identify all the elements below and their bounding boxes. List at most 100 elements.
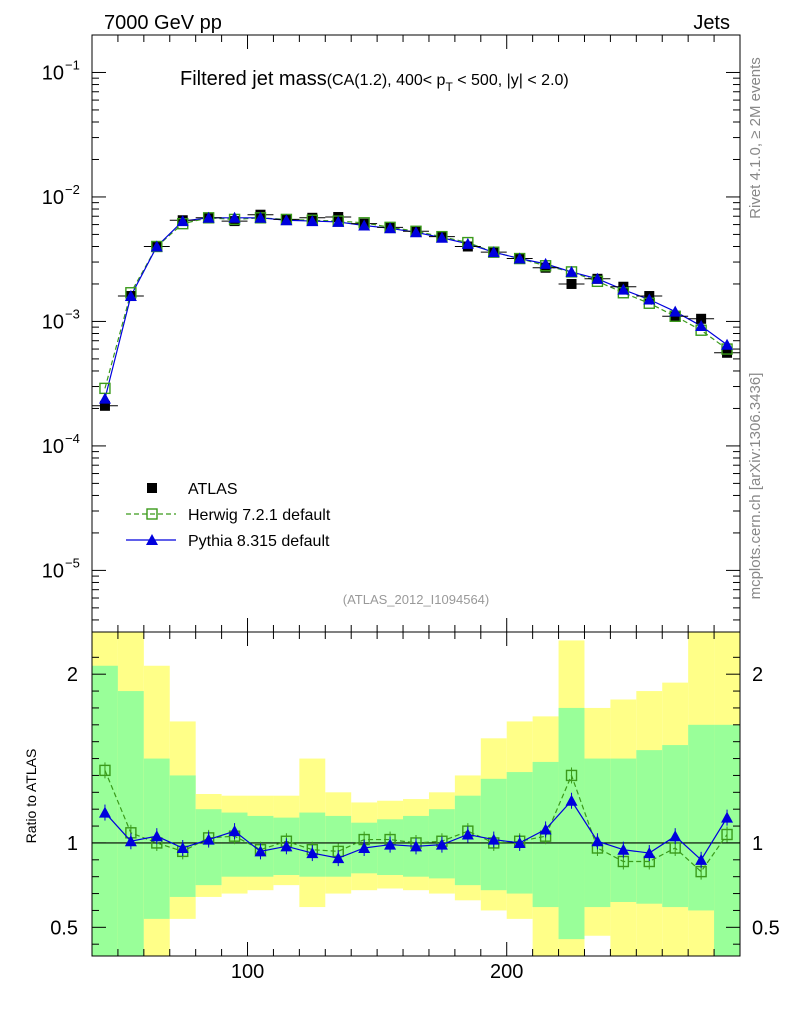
point-atlas [696,313,707,324]
ratio-y-tick-label-right: 2 [752,664,763,686]
title-main: Filtered jet mass [180,68,327,90]
band-inner [610,758,637,902]
x-tick-label: 200 [490,961,523,983]
ratio-point-pythia [332,852,345,864]
band-inner [688,724,715,911]
point-pythia [643,293,656,305]
title-sub-suffix: < 500, |y| < 2.0) [453,72,569,89]
ratio-point-pythia [565,794,578,806]
point-pythia [124,290,137,302]
ratio-point-pythia [306,847,319,859]
point-pythia [254,211,267,223]
ratio-point-pythia [669,830,682,842]
ratio-y-tick-label: 0.5 [50,917,78,939]
point-pythia [280,214,293,226]
ratio-point-pythia [254,845,267,857]
point-pythia [176,215,189,227]
ratio-point-pythia [695,853,708,865]
analysis-id: (ATLAS_2012_I1094564) [343,592,489,607]
point-pythia [721,338,734,350]
y-tick-exponent: −5 [65,555,80,570]
plot-title: Filtered jet mass(CA(1.2), 400< pT < 500… [180,68,569,94]
point-atlas [99,400,110,411]
point-pythia [669,305,682,317]
y-tick-label: 10 [42,311,64,333]
ratio-y-axis-label: Ratio to ATLAS [23,749,39,844]
band-inner [506,772,533,894]
point-pythia [358,219,371,231]
y-tick-exponent: −2 [65,182,80,197]
ratio-point-pythia [461,828,474,840]
rivet-version-label: Rivet 4.1.0, ≥ 2M events [747,57,764,219]
point-pythia [565,265,578,277]
point-pythia [202,211,215,223]
point-pythia [306,215,319,227]
legend-marker [147,483,157,493]
y-tick-label: 10 [42,62,64,84]
point-pythia [695,319,708,331]
ratio-point-pythia [280,840,293,852]
point-pythia [461,237,474,249]
legend-label: ATLAS [188,481,238,498]
series-line-herwig [104,217,728,389]
legend: ATLAS Herwig 7.2.1 default Pythia 8.315 de… [126,481,331,550]
ratio-point-pythia [435,838,448,850]
y-tick-label: 10 [42,436,64,458]
band-inner [584,758,611,908]
point-pythia [591,272,604,284]
ratio-point-pythia [410,840,422,852]
point-atlas [566,278,577,289]
ratio-y-tick-label-right: 0.5 [752,917,780,939]
point-pythia [617,283,630,295]
point-pythia [487,246,500,258]
band-inner [636,750,663,904]
ratio-point-pythia [643,847,656,859]
y-tick-label: 10 [42,187,64,209]
main-panel: 10−110−210−310−410−5 [42,34,741,633]
point-pythia [150,240,163,252]
y-tick-exponent: −4 [65,431,80,446]
legend-label: Pythia 8.315 default [188,533,330,550]
ratio-point-herwig [721,828,733,841]
ratio-point-herwig [99,764,111,777]
legend-label: Herwig 7.2.1 default [188,507,331,524]
band-inner [169,775,196,897]
ratio-point-pythia [487,833,500,845]
ratio-point-pythia [513,836,526,848]
point-pythia [332,215,345,227]
ratio-y-tick-label: 1 [67,833,78,855]
band-inner [221,812,248,877]
ratio-frame [91,631,741,957]
ratio-point-pythia [591,835,604,847]
ratio-y-tick-label-right: 1 [752,833,763,855]
ratio-point-pythia [150,830,163,842]
x-tick-label: 100 [231,961,264,983]
category-label: Jets [693,12,730,34]
y-tick-exponent: −1 [65,57,80,72]
ratio-point-pythia [176,842,189,853]
point-pythia [98,392,111,404]
point-pythia [513,252,526,264]
point-atlas [722,347,733,358]
ratio-point-pythia [358,842,371,853]
ratio-point-pythia [202,833,215,845]
ratio-point-pythia [721,811,734,823]
point-pythia [539,257,552,269]
band-inner [662,745,689,908]
ratio-panel: 100 200 2 2 1 1 0.5 0.5 [50,631,780,983]
legend-marker [146,508,158,520]
ratio-point-pythia [384,838,397,850]
ratio-point-pythia [539,823,552,835]
band-inner [558,707,585,940]
ratio-point-pythia [617,843,630,855]
title-sub-subscript: T [445,80,453,94]
ratio-point-pythia [124,835,137,847]
band-inner [117,691,144,956]
ratio-point-herwig [565,769,578,782]
y-tick-label: 10 [42,560,64,582]
legend-marker [146,534,158,545]
ratio-y-tick-label: 2 [67,664,78,686]
ratio-point-pythia [228,825,241,837]
y-tick-exponent: −3 [65,306,80,321]
